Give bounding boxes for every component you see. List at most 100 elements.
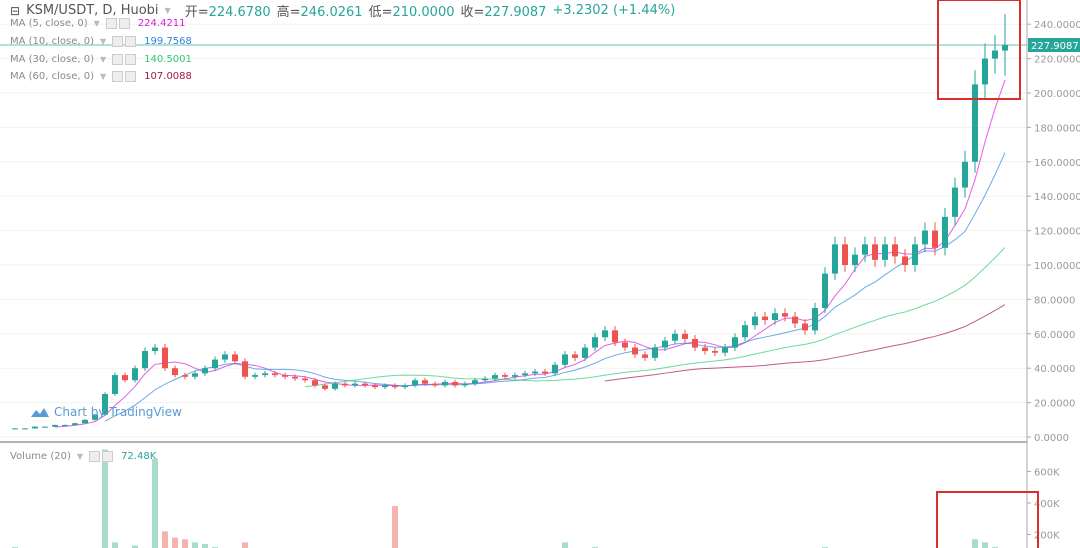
chevron-down-icon[interactable]: ▼	[100, 72, 107, 82]
price-axis[interactable]: 0.0000 20.0000 40.0000 60.0000 80.0000 100.00…	[1027, 20, 1080, 444]
ma-line	[304, 247, 1006, 388]
close-icon[interactable]	[125, 36, 137, 47]
candle-body	[422, 380, 428, 384]
volume-bar	[242, 542, 248, 548]
candle-body	[362, 383, 368, 386]
candle-body	[72, 423, 78, 425]
candle-body	[272, 373, 278, 376]
candle-body	[532, 371, 538, 374]
candle-body	[872, 244, 878, 260]
indicator-label[interactable]: MA (5, close, 0)	[10, 18, 88, 30]
candle-body	[702, 347, 708, 351]
price-tick-label: 240.0000	[1034, 20, 1080, 31]
volume-axis[interactable]: 200K 400K 600K	[1027, 468, 1060, 542]
candle-body	[882, 244, 888, 260]
candle-body	[432, 383, 438, 386]
change-value: +3.2302 (+1.44%)	[552, 3, 676, 18]
candle-body	[172, 368, 178, 376]
close-icon[interactable]	[102, 451, 114, 462]
volume-bar	[972, 539, 978, 548]
candle-body	[162, 347, 168, 369]
volume-bar	[982, 542, 988, 548]
candle-body	[962, 161, 968, 188]
close-icon[interactable]	[125, 71, 137, 82]
volume-bar	[562, 542, 568, 548]
candle-body	[762, 316, 768, 321]
candle-body	[722, 347, 728, 353]
settings-icon[interactable]	[112, 54, 124, 65]
candle-body	[552, 364, 558, 374]
price-tick-label: 200.0000	[1034, 89, 1080, 100]
candle-body	[902, 256, 908, 265]
volume-bar	[172, 537, 178, 548]
candle-body	[712, 351, 718, 353]
candle-body	[612, 330, 618, 343]
volume-bar	[132, 545, 138, 548]
price-tick-label: 100.0000	[1034, 261, 1080, 272]
volume-bar	[152, 458, 158, 548]
tradingview-logo-icon	[31, 408, 49, 417]
candle-body	[622, 342, 628, 348]
price-tick-label: 160.0000	[1034, 158, 1080, 169]
candle-body	[472, 380, 478, 384]
annotation-box-volume	[936, 491, 1039, 548]
volume-tick-label: 200K	[1034, 531, 1060, 542]
chevron-down-icon[interactable]: ▼	[164, 6, 171, 15]
candle-body	[292, 376, 298, 379]
indicator-label[interactable]: MA (30, close, 0)	[10, 54, 95, 66]
chevron-down-icon[interactable]: ▼	[100, 37, 107, 47]
candle-body	[192, 373, 198, 377]
candle-body	[572, 354, 578, 358]
candle-body	[12, 428, 18, 430]
candle-body	[242, 361, 248, 377]
volume-value: 72.48K	[121, 451, 157, 463]
ma-line	[104, 152, 1006, 422]
candle-body	[912, 244, 918, 265]
indicator-ma60: MA (60, close, 0) ▼ 107.0088	[10, 71, 192, 83]
close-icon[interactable]	[125, 54, 137, 65]
candles	[12, 13, 1008, 430]
candle-body	[92, 414, 98, 420]
settings-icon[interactable]	[112, 36, 124, 47]
settings-icon[interactable]	[112, 71, 124, 82]
low-label: 低=	[368, 5, 393, 20]
open-label: 开=	[184, 5, 209, 20]
indicator-value: 140.5001	[144, 54, 192, 66]
candle-body	[752, 316, 758, 326]
close-icon[interactable]	[118, 18, 130, 29]
indicator-label[interactable]: MA (10, close, 0)	[10, 36, 95, 48]
candle-body	[742, 325, 748, 338]
settings-icon[interactable]	[89, 451, 101, 462]
chevron-down-icon[interactable]: ▼	[100, 55, 107, 65]
chevron-down-icon[interactable]: ▼	[93, 19, 100, 29]
candle-body	[512, 375, 518, 377]
candle-body	[392, 385, 398, 388]
price-tick-label: 220.0000	[1034, 55, 1080, 66]
candle-body	[832, 244, 838, 274]
tradingview-watermark[interactable]: Chart by TradingView	[30, 405, 182, 419]
candle-body	[842, 244, 848, 265]
candle-body	[732, 337, 738, 348]
indicator-label[interactable]: MA (60, close, 0)	[10, 71, 95, 83]
candle-body	[862, 244, 868, 255]
candle-body	[262, 373, 268, 376]
price-tick-label: 120.0000	[1034, 227, 1080, 238]
settings-icon[interactable]	[105, 18, 117, 29]
candle-body	[1002, 44, 1008, 51]
volume-label[interactable]: Volume (20)	[10, 451, 71, 463]
candle-body	[992, 50, 998, 59]
chevron-down-icon[interactable]: ▼	[76, 452, 84, 462]
symbol-title[interactable]: KSM/USDT, D, Huobi	[26, 3, 159, 18]
candle-body	[442, 381, 448, 386]
candle-body	[452, 381, 458, 386]
volume-bar	[192, 542, 198, 548]
indicator-value: 107.0088	[144, 71, 192, 83]
candle-body	[182, 375, 188, 377]
grid	[0, 23, 1027, 438]
candle-body	[662, 340, 668, 348]
collapse-icon[interactable]: ⊟	[10, 3, 21, 18]
price-tick-label: 180.0000	[1034, 123, 1080, 134]
candle-body	[642, 354, 648, 358]
last-price-label: 227.9087	[1031, 41, 1079, 52]
